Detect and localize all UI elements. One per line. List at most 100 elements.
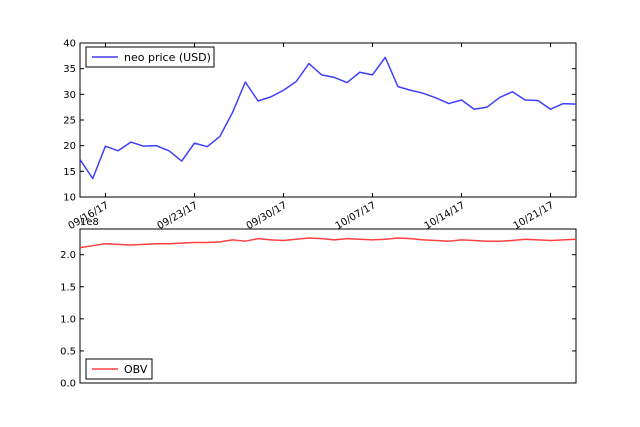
obv-data-point — [219, 241, 221, 243]
obv-data-point — [346, 237, 348, 239]
price-data-point — [104, 145, 106, 147]
price-data-point — [511, 91, 513, 93]
price-data-point — [448, 102, 450, 104]
obv-data-point — [79, 246, 81, 248]
price-data-point — [384, 56, 386, 58]
price-data-point — [371, 74, 373, 76]
price-ytick-label: 20 — [63, 141, 76, 152]
price-xtick-label: 10/07/17 — [334, 200, 378, 232]
price-data-point — [397, 85, 399, 87]
obv-data-point — [282, 239, 284, 241]
obv-data-point — [371, 239, 373, 241]
price-legend-box — [85, 46, 215, 68]
price-data-point — [117, 150, 119, 152]
obv-data-point — [333, 239, 335, 241]
price-data-point — [435, 97, 437, 99]
price-legend-label: neo price (USD) — [124, 51, 211, 64]
price-data-point — [409, 89, 411, 91]
obv-data-point — [155, 243, 157, 245]
price-ytick-label: 40 — [63, 39, 76, 50]
price-data-point — [320, 74, 322, 76]
price-series-line — [79, 56, 577, 180]
obv-data-point — [92, 244, 94, 246]
price-data-point — [562, 102, 564, 104]
obv-data-point — [117, 243, 119, 245]
obv-ytick-label: 1.5 — [60, 282, 76, 293]
obv-data-point — [384, 238, 386, 240]
obv-data-point — [270, 239, 272, 241]
obv-data-point — [231, 239, 233, 241]
price-ytick-label: 10 — [63, 193, 76, 204]
price-data-point — [282, 89, 284, 91]
obv-data-point — [397, 237, 399, 239]
obv-data-point — [473, 239, 475, 241]
price-data-point — [333, 76, 335, 78]
obv-data-point — [511, 239, 513, 241]
price-xtick-label: 10/21/17 — [512, 200, 556, 232]
price-data-point — [346, 81, 348, 83]
price-data-point — [422, 92, 424, 94]
price-data-point — [498, 96, 500, 98]
price-data-point — [486, 106, 488, 108]
obv-plot-frame — [79, 228, 577, 384]
price-data-point — [79, 158, 81, 160]
obv-data-point — [308, 237, 310, 239]
price-data-point — [359, 71, 361, 73]
price-data-point — [473, 108, 475, 110]
obv-data-point — [409, 237, 411, 239]
price-data-point — [308, 62, 310, 64]
obv-data-point — [257, 237, 259, 239]
price-data-point — [219, 135, 221, 137]
obv-data-point — [435, 239, 437, 241]
obv-data-point — [130, 244, 132, 246]
obv-data-point — [537, 239, 539, 241]
obv-data-point — [168, 243, 170, 245]
obv-data-point — [448, 240, 450, 242]
price-data-point — [270, 96, 272, 98]
obv-offset-text: 1e8 — [80, 217, 99, 228]
obv-data-point — [142, 243, 144, 245]
obv-data-point — [460, 239, 462, 241]
obv-data-point — [575, 238, 577, 240]
obv-ytick-label: 1.0 — [60, 314, 76, 325]
obv-data-point — [359, 238, 361, 240]
obv-axes: 0.0 0.5 1.0 1.5 2.0 1e8 OBV — [60, 217, 577, 390]
obv-ytick-label: 0.5 — [60, 346, 76, 357]
price-data-point — [524, 99, 526, 101]
obv-data-point — [206, 241, 208, 243]
price-data-point — [92, 177, 94, 179]
obv-data-point — [104, 243, 106, 245]
price-data-point — [244, 81, 246, 83]
obv-data-point — [320, 237, 322, 239]
obv-ytick-label: 0.0 — [60, 379, 76, 390]
price-data-point — [257, 100, 259, 102]
price-ytick-label: 15 — [63, 167, 76, 178]
price-xtick-label: 10/14/17 — [423, 200, 467, 232]
price-data-point — [549, 108, 551, 110]
obv-data-point — [181, 242, 183, 244]
price-data-point — [193, 142, 195, 144]
obv-legend: OBV — [85, 358, 153, 380]
obv-series-line — [79, 237, 577, 249]
obv-ytick-label: 2.0 — [60, 250, 76, 261]
price-xtick-label: 09/23/17 — [156, 200, 200, 232]
price-ytick-label: 30 — [63, 90, 76, 101]
obv-data-point — [562, 239, 564, 241]
price-data-point — [206, 145, 208, 147]
obv-data-point — [422, 239, 424, 241]
price-data-point — [295, 80, 297, 82]
price-data-point — [155, 144, 157, 146]
price-xtick-label: 09/30/17 — [245, 200, 289, 232]
obv-data-point — [244, 240, 246, 242]
price-data-point — [460, 99, 462, 101]
price-legend: neo price (USD) — [85, 46, 215, 68]
price-data-point — [142, 145, 144, 147]
price-data-point — [231, 111, 233, 113]
obv-data-point — [498, 240, 500, 242]
obv-data-point — [486, 240, 488, 242]
price-data-point — [537, 99, 539, 101]
price-data-point — [181, 160, 183, 162]
obv-data-point — [524, 238, 526, 240]
